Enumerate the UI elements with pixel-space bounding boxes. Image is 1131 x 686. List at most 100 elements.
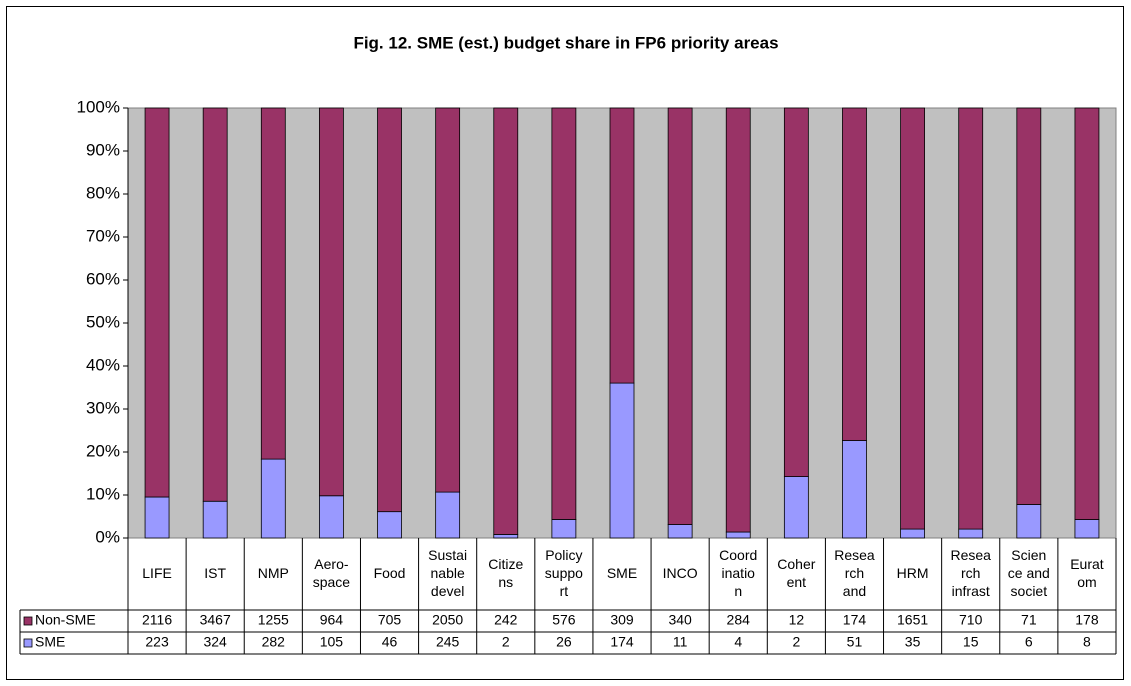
bar-segment — [958, 107, 984, 530]
table-cell: 2 — [792, 634, 800, 650]
bar-segment — [725, 531, 751, 539]
bar-segment — [958, 528, 984, 539]
x-tick-label-line: rch — [845, 565, 864, 581]
table-cell: 2 — [502, 634, 510, 650]
table-cell: 1255 — [258, 612, 289, 628]
x-tick-label-line: Scien — [1011, 547, 1046, 563]
table-cell: 11 — [673, 634, 688, 650]
x-tick-label-line: rt — [560, 583, 569, 599]
x-tick-label-line: inatio — [722, 565, 756, 581]
bar-segment — [551, 107, 577, 520]
x-tick-label-line: and — [843, 583, 866, 599]
x-tick-label: Scien ce and societ — [1008, 547, 1050, 599]
table-cell: 3467 — [200, 612, 231, 628]
table-cell: 2050 — [432, 612, 463, 628]
bar-segment — [725, 107, 751, 533]
table-cell: 964 — [320, 612, 344, 628]
table-cell: 35 — [905, 634, 921, 650]
x-tick-label: Citize ns — [488, 556, 523, 590]
bar-segment — [493, 534, 519, 539]
bar-segment — [202, 107, 228, 502]
bar-segment — [609, 382, 635, 539]
x-tick-label-line: LIFE — [142, 565, 172, 581]
x-tick-label: Coord inatio n — [719, 547, 757, 599]
y-tick-label: 90% — [86, 140, 120, 159]
x-tick-label-line: ns — [498, 574, 513, 590]
bar-segment — [842, 107, 867, 441]
x-tick-label-line: Sustai — [428, 547, 467, 563]
bar-segment — [260, 107, 286, 460]
bar-segment — [667, 107, 693, 525]
x-tick-label-line: IST — [204, 565, 226, 581]
legend-swatch — [23, 616, 33, 626]
table-cell: 178 — [1075, 612, 1099, 628]
table-cell: 12 — [789, 612, 805, 628]
chart-title: Fig. 12. SME (est.) budget share in FP6 … — [353, 33, 778, 52]
bar-segment — [900, 528, 925, 539]
y-tick-label: 60% — [86, 269, 120, 288]
y-tick-label: 10% — [86, 484, 120, 503]
table-cell: 705 — [378, 612, 402, 628]
bar-segment — [1074, 519, 1100, 539]
x-tick-label-line: om — [1077, 574, 1096, 590]
x-tick-label-line: societ — [1011, 583, 1048, 599]
x-tick-label-line: Eurat — [1070, 556, 1104, 572]
x-tick-label-line: NMP — [258, 565, 289, 581]
x-tick-label: HRM — [897, 565, 929, 581]
y-tick-label: 40% — [86, 355, 120, 374]
table-cell: 174 — [610, 634, 634, 650]
x-tick-label: LIFE — [142, 565, 172, 581]
bar-segment — [144, 496, 170, 539]
table-cell: 710 — [959, 612, 983, 628]
table-cell: 6 — [1025, 634, 1033, 650]
bar-segment — [609, 107, 635, 384]
table-cell: 576 — [552, 612, 576, 628]
x-tick-label-line: Resea — [834, 547, 875, 563]
x-tick-label: IST — [204, 565, 226, 581]
bar-segment — [144, 107, 170, 498]
y-tick-label: 80% — [86, 183, 120, 202]
table-cell: 174 — [843, 612, 867, 628]
x-tick-label: INCO — [663, 565, 698, 581]
x-tick-label-line: SME — [607, 565, 637, 581]
bar-segment — [551, 519, 577, 539]
x-tick-label-line: INCO — [663, 565, 698, 581]
table-cell: 223 — [145, 634, 169, 650]
x-tick-label-line: suppo — [545, 565, 583, 581]
table-cell: 309 — [610, 612, 634, 628]
y-tick-label: 20% — [86, 441, 120, 460]
legend-label: Non-SME — [35, 612, 96, 628]
bar-segment — [435, 491, 461, 539]
x-tick-label-line: devel — [431, 583, 464, 599]
table-cell: 242 — [494, 612, 518, 628]
table-cell: 324 — [203, 634, 227, 650]
y-tick-label: 30% — [86, 398, 120, 417]
bar-segment — [377, 107, 402, 513]
x-tick-label-line: Coher — [777, 556, 815, 572]
x-tick-label: Eurat om — [1070, 556, 1104, 590]
bar-segment — [319, 107, 344, 497]
table-cell: 26 — [556, 634, 572, 650]
y-tick-label: 50% — [86, 312, 120, 331]
x-tick-label-line: nable — [431, 565, 465, 581]
bar-segment — [377, 511, 402, 539]
x-tick-label: Resea rch and — [834, 547, 875, 599]
x-tick-label-line: Coord — [719, 547, 757, 563]
x-tick-label-line: space — [313, 574, 351, 590]
bar-segment — [493, 107, 519, 535]
x-tick-label-line: rch — [961, 565, 980, 581]
table-cell: 46 — [382, 634, 398, 650]
legend-label: SME — [35, 634, 65, 650]
legend-swatch — [23, 638, 33, 648]
bar-segment — [1074, 107, 1100, 520]
x-tick-label: NMP — [258, 565, 289, 581]
x-tick-label: SME — [607, 565, 637, 581]
x-tick-label-line: Resea — [950, 547, 991, 563]
x-tick-label: Resea rch infrast — [950, 547, 991, 599]
table-cell: 1651 — [897, 612, 928, 628]
bar-segment — [435, 107, 461, 493]
table-cell: 15 — [963, 634, 979, 650]
x-tick-label: Policy suppo rt — [545, 547, 583, 599]
x-tick-label-line: Aero- — [314, 556, 349, 572]
